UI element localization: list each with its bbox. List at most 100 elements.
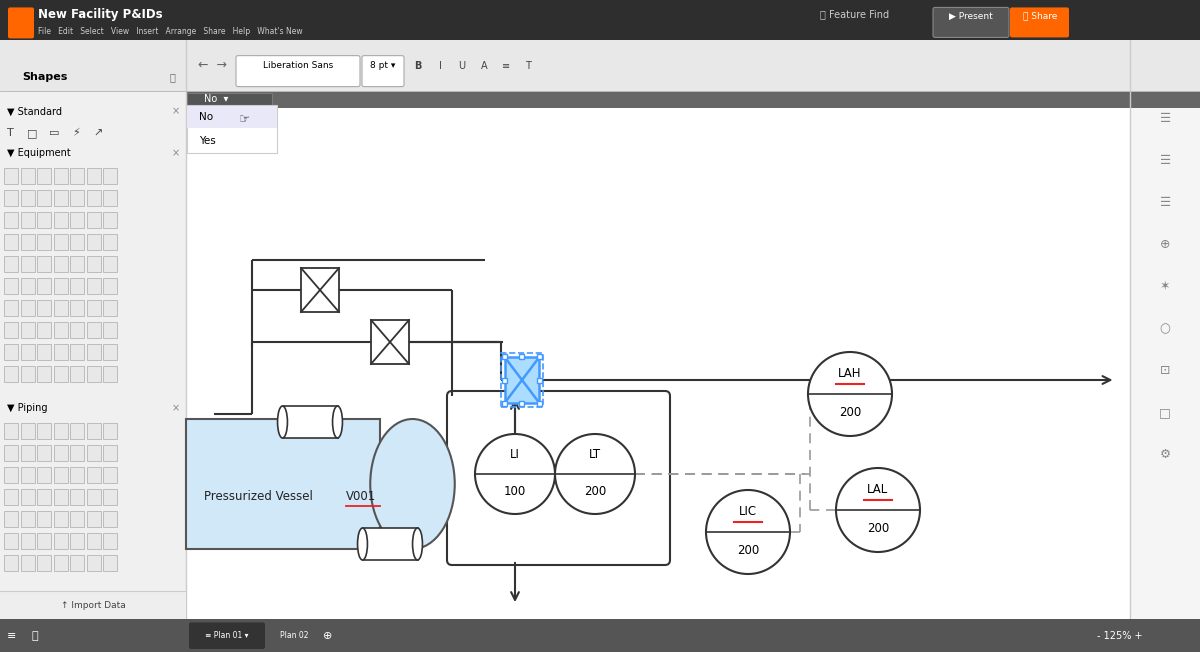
Bar xyxy=(70,256,84,273)
Bar xyxy=(103,445,116,462)
Bar xyxy=(0,619,1200,652)
Bar xyxy=(54,533,67,550)
Bar xyxy=(103,344,116,361)
Text: ▭: ▭ xyxy=(49,128,59,138)
Text: 🔍: 🔍 xyxy=(169,72,175,82)
Bar xyxy=(54,323,67,338)
Ellipse shape xyxy=(332,406,342,438)
Text: T: T xyxy=(7,128,13,138)
Text: ↑ Import Data: ↑ Import Data xyxy=(61,601,125,610)
Bar xyxy=(54,301,67,316)
Text: V001: V001 xyxy=(346,490,377,503)
Bar xyxy=(0,0,1200,40)
Text: ○: ○ xyxy=(1159,322,1171,335)
Text: 200: 200 xyxy=(839,406,862,419)
Bar xyxy=(4,301,18,316)
Bar xyxy=(4,168,18,185)
Bar xyxy=(54,168,67,185)
Bar xyxy=(1130,0,1200,619)
Bar xyxy=(20,533,35,550)
Bar xyxy=(20,556,35,571)
Text: LI: LI xyxy=(510,449,520,462)
Circle shape xyxy=(706,490,790,574)
Bar xyxy=(301,268,340,312)
Bar xyxy=(103,256,116,273)
Bar xyxy=(500,353,544,407)
FancyBboxPatch shape xyxy=(266,623,322,649)
Bar xyxy=(362,528,418,560)
Bar xyxy=(86,301,101,316)
FancyBboxPatch shape xyxy=(187,93,272,106)
Text: ↗: ↗ xyxy=(94,128,103,138)
Bar xyxy=(54,467,67,483)
Text: 8 pt ▾: 8 pt ▾ xyxy=(371,61,396,70)
Bar xyxy=(54,423,67,439)
Bar xyxy=(86,190,101,207)
Bar xyxy=(20,445,35,462)
Text: ⊕: ⊕ xyxy=(323,630,332,641)
Bar xyxy=(4,344,18,361)
Bar xyxy=(536,355,542,359)
Bar xyxy=(103,423,116,439)
Bar xyxy=(103,235,116,250)
Bar xyxy=(37,366,50,383)
Bar xyxy=(70,235,84,250)
Bar xyxy=(103,301,116,316)
Ellipse shape xyxy=(413,528,422,560)
Bar xyxy=(37,278,50,295)
Text: U: U xyxy=(458,61,466,70)
Bar xyxy=(103,278,116,295)
Bar xyxy=(282,406,337,438)
Text: ⊡: ⊡ xyxy=(1160,364,1170,377)
FancyBboxPatch shape xyxy=(186,419,380,549)
Bar xyxy=(103,533,116,550)
Bar xyxy=(0,591,186,619)
FancyBboxPatch shape xyxy=(934,7,1009,37)
Text: ▶ Present: ▶ Present xyxy=(949,12,992,21)
Bar xyxy=(37,556,50,571)
Bar xyxy=(86,168,101,185)
Bar xyxy=(20,490,35,505)
Text: T: T xyxy=(526,61,530,70)
Bar xyxy=(20,323,35,338)
Bar xyxy=(103,467,116,483)
Bar xyxy=(4,423,18,439)
Bar xyxy=(4,256,18,273)
Bar xyxy=(20,278,35,295)
Bar xyxy=(4,235,18,250)
Bar xyxy=(37,168,50,185)
Bar xyxy=(20,168,35,185)
Text: ☰: ☰ xyxy=(1159,112,1171,125)
Text: Yes: Yes xyxy=(199,136,216,146)
Bar xyxy=(86,423,101,439)
Text: ⚡: ⚡ xyxy=(72,128,80,138)
Text: ☰: ☰ xyxy=(1159,154,1171,167)
Text: LAH: LAH xyxy=(839,367,862,380)
Bar xyxy=(4,556,18,571)
Bar xyxy=(20,344,35,361)
Bar xyxy=(20,301,35,316)
Bar xyxy=(54,511,67,527)
Bar xyxy=(4,278,18,295)
Bar xyxy=(70,301,84,316)
Bar xyxy=(70,190,84,207)
Bar xyxy=(86,533,101,550)
Text: No: No xyxy=(199,112,214,122)
Bar xyxy=(54,445,67,462)
Bar xyxy=(86,344,101,361)
Bar xyxy=(86,256,101,273)
Bar xyxy=(70,168,84,185)
Bar xyxy=(37,490,50,505)
Bar xyxy=(37,190,50,207)
Bar xyxy=(20,511,35,527)
Bar xyxy=(20,213,35,228)
Text: ×: × xyxy=(172,149,180,158)
Bar xyxy=(187,106,277,128)
Bar xyxy=(4,445,18,462)
Text: LT: LT xyxy=(589,449,601,462)
Bar xyxy=(520,400,524,406)
Bar xyxy=(37,256,50,273)
Ellipse shape xyxy=(277,406,288,438)
Text: - 125% +: - 125% + xyxy=(1097,630,1142,641)
Bar xyxy=(20,235,35,250)
